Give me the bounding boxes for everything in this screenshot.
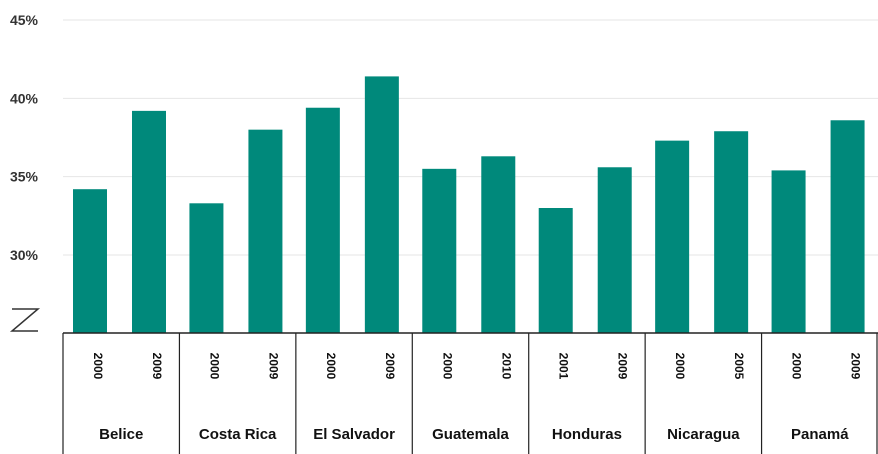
year-label: 2009 <box>266 353 280 380</box>
year-label: 2000 <box>207 353 221 380</box>
y-tick-label: 30% <box>10 247 39 263</box>
year-label: 2000 <box>324 353 338 380</box>
bar <box>364 76 399 334</box>
country-label: Nicaragua <box>667 426 740 443</box>
year-label: 2001 <box>557 353 571 380</box>
bar <box>830 120 865 334</box>
bar <box>73 189 107 333</box>
bar <box>189 203 224 333</box>
bar <box>132 110 166 333</box>
country-label: Guatemala <box>432 426 509 443</box>
year-label: 2000 <box>440 353 454 380</box>
year-label: 2000 <box>790 353 804 380</box>
country-label: Honduras <box>552 426 622 443</box>
bar <box>248 129 283 333</box>
year-label: 2005 <box>732 353 746 380</box>
bar <box>305 107 340 333</box>
country-label: Panamá <box>791 426 849 443</box>
axes <box>9 308 878 454</box>
bar <box>655 140 690 333</box>
bar <box>481 156 516 333</box>
y-tick-label: 40% <box>10 90 39 106</box>
year-label: 2009 <box>383 353 397 380</box>
year-label: 2009 <box>849 353 863 380</box>
labels: 30% 35% 40% 45% 2000 2009 Belice 2000 2009 Costa … <box>10 12 863 443</box>
axis-break-icon <box>9 308 41 332</box>
y-tick-label: 45% <box>10 12 39 28</box>
bar <box>771 170 806 333</box>
bar <box>714 131 749 333</box>
bars <box>73 76 865 334</box>
country-label: El Salvador <box>313 426 395 443</box>
year-label: 2009 <box>616 353 630 380</box>
y-tick-label: 35% <box>10 169 39 185</box>
year-label: 2010 <box>499 353 513 380</box>
bar <box>422 168 457 333</box>
bar <box>538 208 573 333</box>
gridlines <box>63 19 878 256</box>
country-label: Costa Rica <box>199 426 277 443</box>
year-label: 2000 <box>673 353 687 380</box>
bar <box>597 167 632 333</box>
year-label: 2009 <box>150 353 164 380</box>
country-label: Belice <box>99 426 143 443</box>
year-label: 2000 <box>91 353 105 380</box>
